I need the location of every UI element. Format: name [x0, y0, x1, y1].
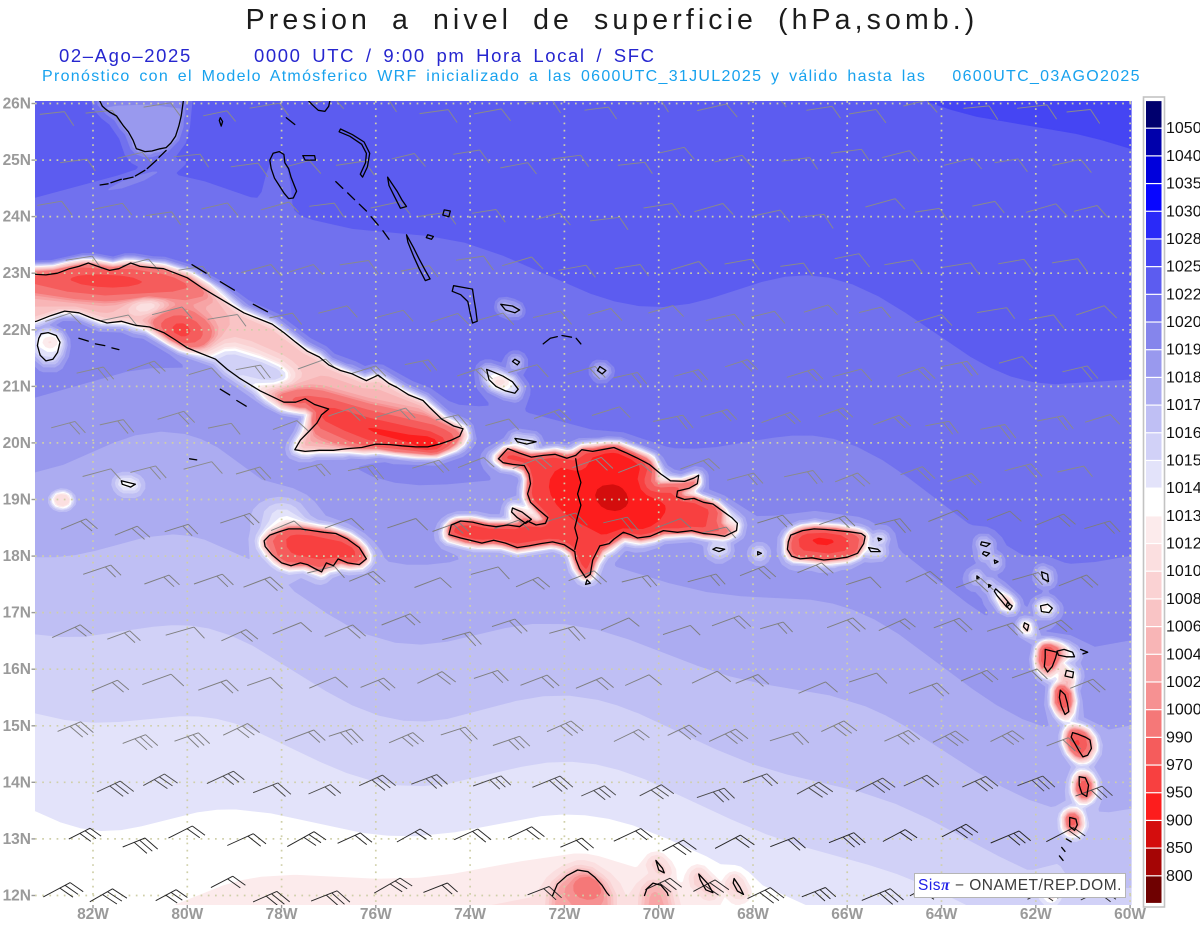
- svg-text:21N: 21N: [3, 378, 31, 395]
- svg-text:82W: 82W: [77, 906, 109, 923]
- svg-text:74W: 74W: [454, 906, 486, 923]
- svg-text:1000: 1000: [1166, 702, 1200, 719]
- svg-text:950: 950: [1166, 785, 1193, 802]
- svg-text:1020: 1020: [1166, 314, 1200, 331]
- svg-text:18N: 18N: [3, 548, 31, 565]
- svg-text:25N: 25N: [3, 152, 31, 169]
- svg-text:1006: 1006: [1166, 619, 1200, 636]
- svg-text:78W: 78W: [266, 906, 298, 923]
- svg-text:1013: 1013: [1166, 508, 1200, 525]
- svg-text:1022: 1022: [1166, 286, 1200, 303]
- svg-text:1019: 1019: [1166, 342, 1200, 359]
- svg-text:1028: 1028: [1166, 231, 1200, 248]
- svg-text:1018: 1018: [1166, 369, 1200, 386]
- svg-text:62W: 62W: [1020, 906, 1052, 923]
- svg-text:80W: 80W: [171, 906, 203, 923]
- svg-text:1025: 1025: [1166, 259, 1200, 276]
- svg-text:20N: 20N: [3, 435, 31, 452]
- svg-text:1008: 1008: [1166, 591, 1200, 608]
- svg-text:26N: 26N: [3, 96, 31, 113]
- svg-text:1012: 1012: [1166, 536, 1200, 553]
- svg-text:17N: 17N: [3, 605, 31, 622]
- svg-text:12N: 12N: [3, 888, 31, 905]
- svg-text:850: 850: [1166, 840, 1193, 857]
- svg-text:970: 970: [1166, 757, 1193, 774]
- svg-text:24N: 24N: [3, 209, 31, 226]
- svg-text:1002: 1002: [1166, 674, 1200, 691]
- svg-text:800: 800: [1166, 868, 1193, 885]
- svg-text:1016: 1016: [1166, 425, 1200, 442]
- svg-text:23N: 23N: [3, 265, 31, 282]
- svg-text:22N: 22N: [3, 322, 31, 339]
- svg-text:1010: 1010: [1166, 563, 1200, 580]
- svg-text:66W: 66W: [831, 906, 863, 923]
- svg-text:64W: 64W: [926, 906, 958, 923]
- svg-text:70W: 70W: [643, 906, 675, 923]
- svg-text:16N: 16N: [3, 661, 31, 678]
- svg-text:68W: 68W: [737, 906, 769, 923]
- svg-text:1017: 1017: [1166, 397, 1200, 414]
- svg-text:1040: 1040: [1166, 148, 1200, 165]
- svg-text:13N: 13N: [3, 831, 31, 848]
- svg-text:15N: 15N: [3, 718, 31, 735]
- svg-text:1050: 1050: [1166, 120, 1200, 137]
- svg-text:19N: 19N: [3, 492, 31, 509]
- svg-text:60W: 60W: [1114, 906, 1146, 923]
- svg-text:1004: 1004: [1166, 646, 1200, 663]
- svg-text:1014: 1014: [1166, 480, 1200, 497]
- svg-text:1015: 1015: [1166, 453, 1200, 470]
- svg-text:14N: 14N: [3, 774, 31, 791]
- svg-text:1030: 1030: [1166, 203, 1200, 220]
- svg-text:900: 900: [1166, 812, 1193, 829]
- svg-text:76W: 76W: [360, 906, 392, 923]
- svg-text:1035: 1035: [1166, 176, 1200, 193]
- svg-text:990: 990: [1166, 729, 1193, 746]
- svg-text:72W: 72W: [548, 906, 580, 923]
